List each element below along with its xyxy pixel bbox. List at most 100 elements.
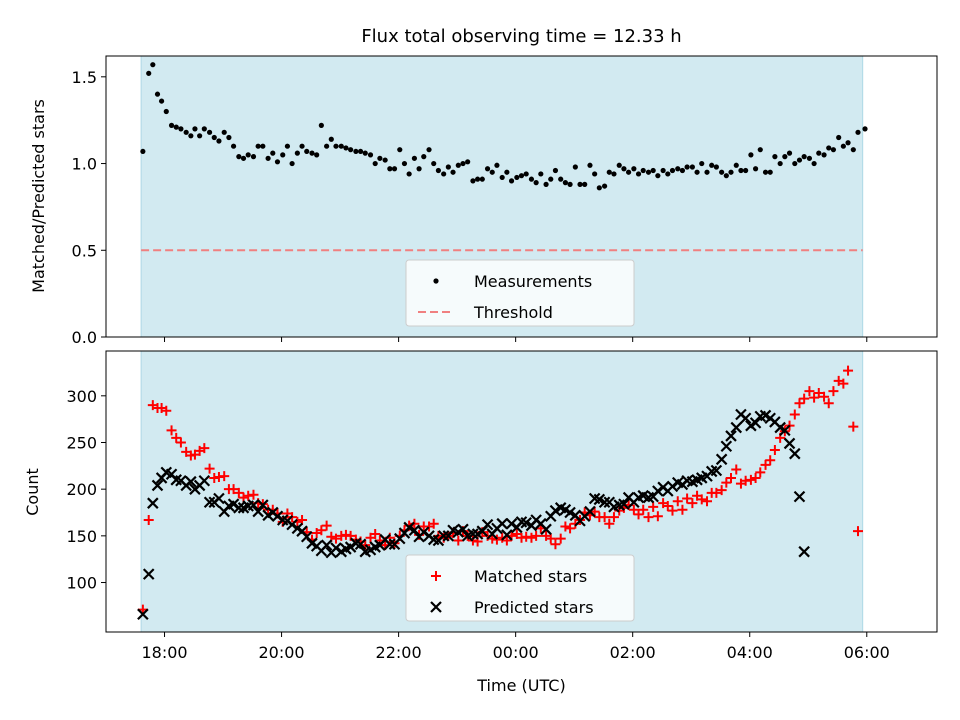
data-point bbox=[455, 162, 461, 168]
data-point bbox=[491, 534, 502, 545]
data-point bbox=[621, 166, 627, 172]
data-point bbox=[140, 148, 146, 155]
data-point bbox=[679, 167, 686, 174]
data-point bbox=[584, 505, 596, 518]
data-point bbox=[526, 532, 537, 543]
data-point bbox=[611, 171, 617, 177]
data-point bbox=[221, 129, 227, 135]
data-point bbox=[362, 150, 368, 156]
data-point bbox=[628, 504, 639, 515]
legend-label: Measurements bbox=[474, 272, 592, 291]
data-point bbox=[667, 505, 678, 516]
data-point bbox=[765, 455, 776, 466]
data-point bbox=[715, 453, 728, 466]
data-point bbox=[665, 171, 671, 177]
data-point bbox=[333, 143, 339, 149]
data-point bbox=[343, 145, 349, 151]
data-point bbox=[640, 167, 646, 174]
data-point bbox=[437, 530, 450, 542]
data-point bbox=[587, 162, 593, 168]
legend-box bbox=[405, 554, 635, 622]
data-point bbox=[324, 143, 330, 149]
data-point bbox=[370, 528, 381, 539]
x-tick-label: 20:00 bbox=[259, 643, 305, 662]
data-point bbox=[481, 518, 494, 531]
data-point bbox=[650, 167, 656, 174]
data-point bbox=[811, 160, 817, 167]
data-point bbox=[321, 520, 332, 531]
data-point bbox=[192, 126, 198, 132]
data-point bbox=[470, 178, 476, 184]
data-point bbox=[752, 166, 759, 172]
data-point bbox=[777, 160, 783, 167]
data-point bbox=[426, 147, 432, 153]
data-point bbox=[828, 386, 839, 397]
counts-panel: 100 150 200 250 300 18:00 20:00 22:00 00:00 02:00… bbox=[66, 351, 938, 662]
x-tick-label: 22:00 bbox=[376, 643, 422, 662]
data-point bbox=[648, 501, 659, 512]
data-point bbox=[528, 176, 535, 182]
data-point bbox=[555, 533, 566, 544]
data-point bbox=[806, 155, 813, 161]
data-point bbox=[354, 538, 367, 551]
data-point bbox=[552, 167, 559, 174]
data-point bbox=[508, 178, 515, 184]
data-point bbox=[257, 499, 269, 511]
data-point bbox=[562, 180, 568, 186]
data-point bbox=[441, 171, 447, 177]
data-point bbox=[289, 160, 295, 167]
data-point bbox=[252, 505, 264, 518]
data-point bbox=[799, 393, 810, 404]
data-point bbox=[151, 479, 164, 492]
data-point bbox=[669, 167, 676, 174]
data-point bbox=[602, 183, 608, 189]
data-point bbox=[796, 157, 803, 163]
data-point bbox=[704, 169, 710, 175]
data-point bbox=[489, 169, 495, 175]
data-point bbox=[577, 181, 583, 187]
data-point bbox=[211, 134, 217, 141]
data-point bbox=[514, 174, 520, 181]
data-point bbox=[757, 147, 763, 153]
data-point bbox=[382, 157, 388, 163]
chart-title: Flux total observing time = 12.33 h bbox=[361, 26, 681, 47]
data-point bbox=[684, 164, 690, 170]
y-axis-label-bottom: Count bbox=[23, 468, 42, 516]
data-point bbox=[475, 176, 481, 182]
series-predicted-stars bbox=[137, 409, 810, 621]
legend: Matched stars Predicted stars bbox=[405, 554, 635, 622]
data-point bbox=[655, 173, 661, 179]
data-point bbox=[733, 162, 739, 168]
data-point bbox=[599, 512, 610, 523]
data-point bbox=[137, 608, 149, 621]
data-point bbox=[738, 167, 744, 174]
data-point bbox=[233, 502, 245, 514]
data-point bbox=[501, 535, 512, 546]
data-point bbox=[793, 490, 806, 503]
data-point bbox=[467, 528, 479, 540]
data-point bbox=[163, 108, 169, 115]
data-point bbox=[543, 181, 549, 187]
data-point bbox=[730, 421, 743, 434]
data-point bbox=[201, 126, 207, 132]
data-point bbox=[696, 494, 707, 505]
legend-marker bbox=[433, 278, 439, 284]
data-point bbox=[538, 171, 544, 177]
data-point bbox=[294, 150, 300, 156]
data-point bbox=[197, 133, 203, 139]
data-point bbox=[567, 181, 573, 187]
data-point bbox=[203, 496, 216, 509]
data-point bbox=[416, 166, 422, 172]
data-point bbox=[798, 545, 810, 558]
data-point bbox=[598, 496, 611, 509]
y-tick-label: 300 bbox=[66, 387, 97, 406]
data-point bbox=[739, 412, 752, 424]
data-point bbox=[338, 143, 344, 149]
data-point bbox=[168, 122, 175, 128]
data-point bbox=[142, 568, 155, 580]
data-point bbox=[460, 160, 466, 167]
x-tick-label: 04:00 bbox=[727, 643, 773, 662]
data-point bbox=[280, 152, 286, 158]
data-point bbox=[794, 398, 805, 409]
